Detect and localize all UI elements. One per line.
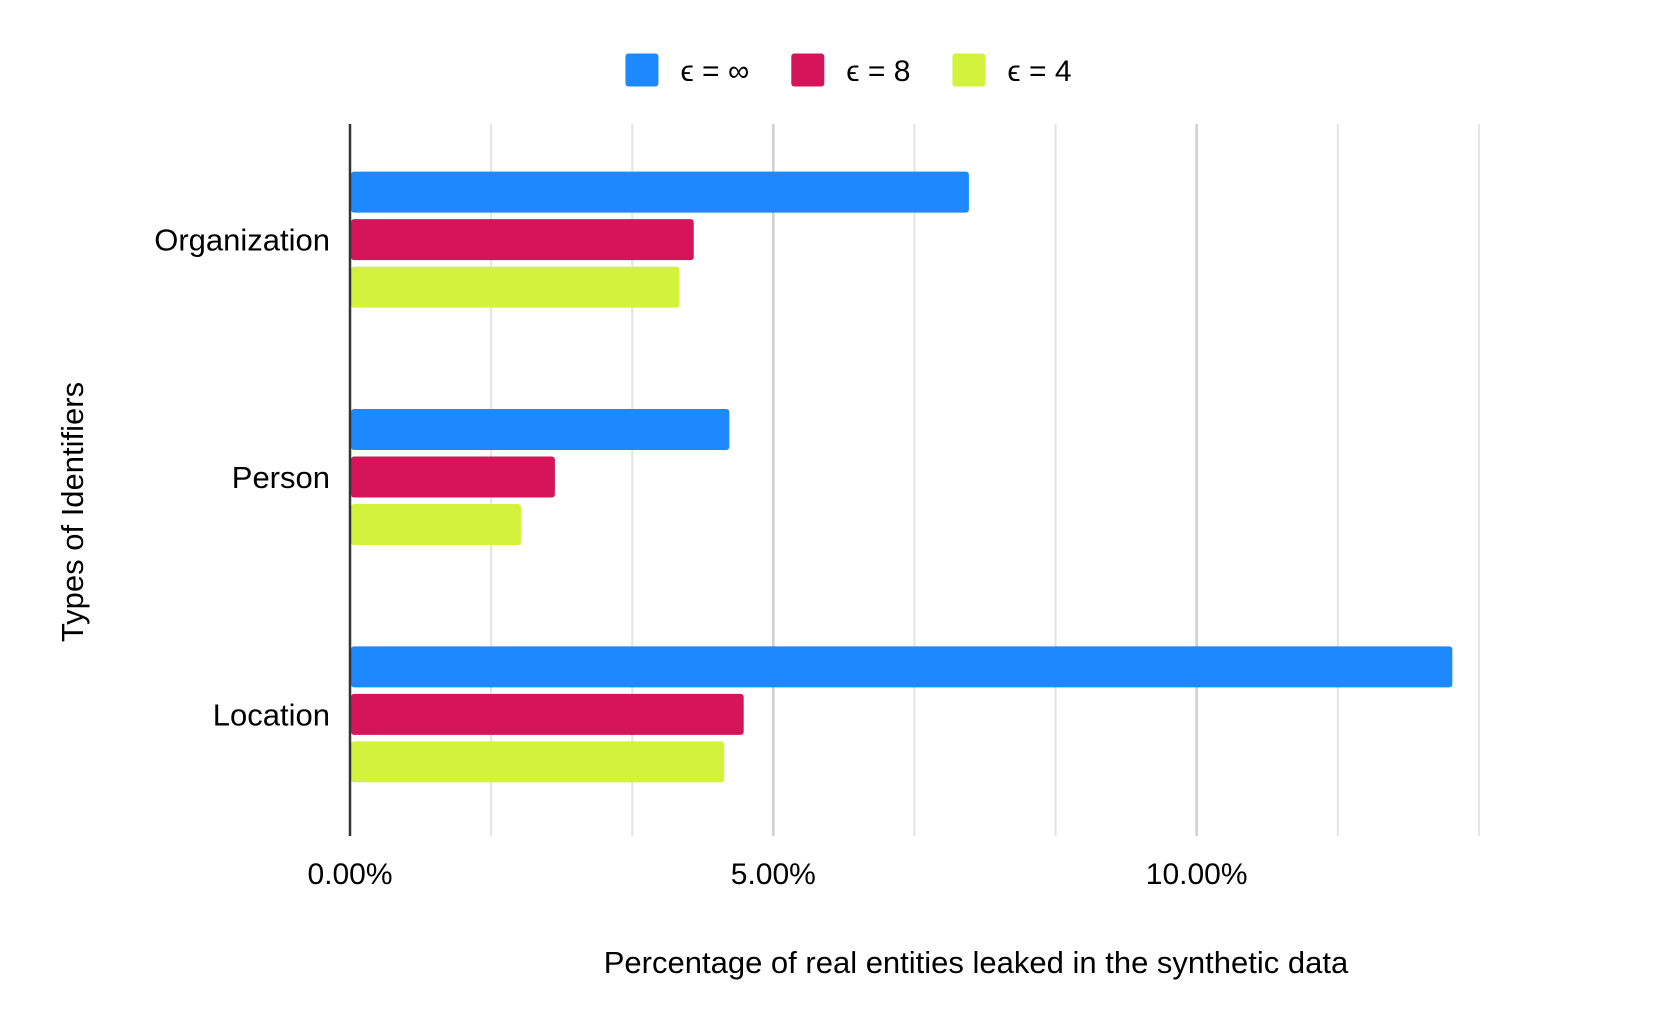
bar-location-series-1 (351, 693, 744, 735)
bar-person-series-0 (351, 409, 730, 450)
y-axis-title: Types of Identifiers (55, 382, 90, 642)
bar-person-series-2 (351, 504, 522, 545)
x-tick-label: 5.00% (731, 858, 816, 891)
legend: ϵ = ∞ ϵ = 8 ϵ = 4 (625, 53, 1072, 88)
x-tick-label: 0.00% (307, 858, 392, 891)
category-label-organization: Organization (154, 223, 330, 258)
bar-person-series-1 (351, 456, 555, 498)
x-tick-label: 10.00% (1146, 858, 1248, 891)
bars (351, 171, 1453, 783)
x-axis-title: Percentage of real entities leaked in th… (604, 945, 1349, 980)
legend-label: ϵ = 8 (846, 55, 910, 88)
bar-location-series-2 (351, 741, 725, 783)
legend-swatch (952, 53, 986, 87)
bar-location-series-0 (351, 646, 1453, 688)
legend-swatch (791, 53, 825, 87)
legend-swatch (625, 53, 659, 87)
bar-organization-series-2 (351, 266, 680, 308)
x-tick-labels: 0.00% 5.00% 10.00% (307, 858, 1247, 891)
legend-label: ϵ = ∞ (680, 55, 749, 88)
bar-organization-series-1 (351, 219, 694, 261)
category-label-location: Location (213, 697, 330, 732)
category-labels: Organization Person Location (154, 223, 330, 733)
legend-label: ϵ = 4 (1007, 55, 1071, 88)
bar-organization-series-0 (351, 171, 969, 213)
category-label-person: Person (232, 460, 330, 495)
